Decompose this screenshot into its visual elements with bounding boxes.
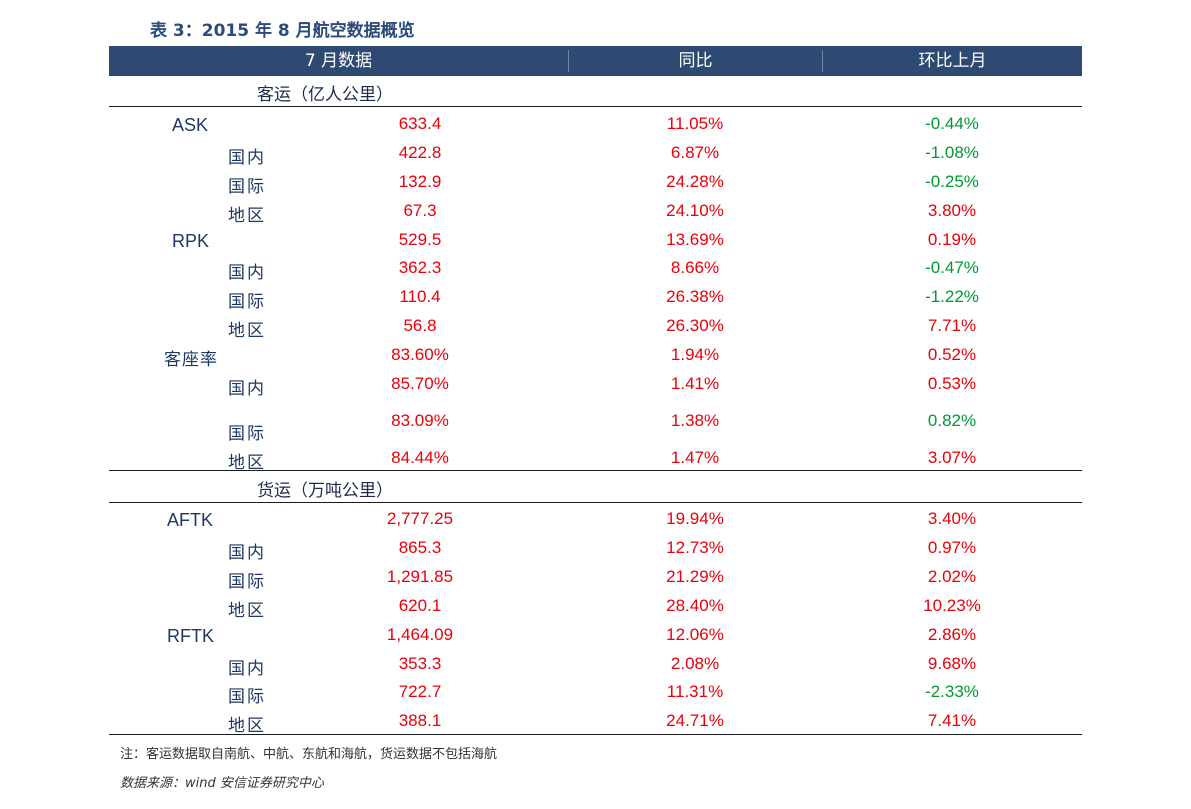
header-mom: 环比上月 <box>918 51 987 71</box>
row-value: 388.1 <box>398 711 442 730</box>
row-label: 国际 <box>228 687 266 707</box>
row-label: RPK <box>172 231 210 251</box>
row-label: 地区 <box>228 453 266 473</box>
row-mom: -0.25% <box>925 172 979 191</box>
row-mom: 7.71% <box>927 316 977 335</box>
row-value: 110.4 <box>399 287 441 306</box>
row-label: 地区 <box>228 321 266 341</box>
row-value: 85.70% <box>391 374 449 393</box>
row-label: 国际 <box>228 177 266 197</box>
row-value: 132.9 <box>398 172 442 191</box>
row-label: AFTK <box>167 510 214 530</box>
row-mom: 7.41% <box>927 711 977 730</box>
row-label: 国内 <box>228 263 266 283</box>
row-value: 353.3 <box>398 654 442 673</box>
row-label: RFTK <box>167 626 214 646</box>
row-mom: 3.07% <box>927 448 977 467</box>
table-title: 表 3：2015 年 8 月航空数据概览 <box>150 21 415 41</box>
header-divider <box>822 50 823 72</box>
row-yoy: 11.31% <box>666 682 724 701</box>
row-label: 国际 <box>228 424 266 444</box>
row-mom: 0.53% <box>927 374 977 393</box>
row-value: 1,464.09 <box>386 625 454 644</box>
row-value: 83.60% <box>391 345 449 364</box>
row-label: 地区 <box>228 206 266 226</box>
divider <box>109 502 1082 503</box>
row-value: 633.4 <box>398 114 442 133</box>
divider <box>109 106 1082 107</box>
row-mom: 3.80% <box>927 201 977 220</box>
row-value: 422.8 <box>398 143 442 162</box>
row-yoy: 24.71% <box>666 711 724 730</box>
row-label: 国内 <box>228 379 266 399</box>
row-mom: 0.52% <box>927 345 977 364</box>
row-label: 客座率 <box>164 350 218 370</box>
table-header: 7 月数据 同比 环比上月 <box>109 46 1082 76</box>
row-value: 2,777.25 <box>386 509 454 528</box>
header-yoy: 同比 <box>678 51 713 71</box>
row-label: ASK <box>172 115 209 135</box>
row-value: 529.5 <box>398 230 442 249</box>
row-mom: -1.08% <box>925 143 979 162</box>
row-label: 国内 <box>228 543 266 563</box>
row-value: 56.8 <box>403 316 437 335</box>
row-mom: 10.23% <box>923 596 981 615</box>
row-mom: 3.40% <box>927 509 977 528</box>
row-yoy: 1.94% <box>670 345 720 364</box>
passenger-section-title: 客运（亿人公里） <box>257 85 393 105</box>
row-yoy: 8.66% <box>670 258 720 277</box>
row-value: 1,291.85 <box>386 567 454 586</box>
row-yoy: 13.69% <box>666 230 724 249</box>
row-yoy: 6.87% <box>670 143 720 162</box>
freight-section-title: 货运（万吨公里） <box>257 481 393 501</box>
row-mom: 0.82% <box>927 411 977 430</box>
row-mom: -1.22% <box>925 287 979 306</box>
header-divider <box>568 50 569 72</box>
row-value: 620.1 <box>398 596 442 615</box>
row-mom: -0.44% <box>925 114 979 133</box>
row-value: 84.44% <box>391 448 449 467</box>
row-label: 地区 <box>228 716 266 736</box>
row-mom: 9.68% <box>927 654 977 673</box>
data-source: 数据来源：wind 安信证券研究中心 <box>120 776 324 791</box>
row-yoy: 24.10% <box>666 201 724 220</box>
row-mom: 0.97% <box>927 538 977 557</box>
row-yoy: 26.30% <box>666 316 724 335</box>
table-note: 注：客运数据取自南航、中航、东航和海航，货运数据不包括海航 <box>120 747 498 762</box>
row-value: 865.3 <box>398 538 442 557</box>
row-label: 国内 <box>228 148 266 168</box>
header-july-data: 7 月数据 <box>304 51 373 71</box>
row-yoy: 1.47% <box>670 448 720 467</box>
row-value: 722.7 <box>398 682 442 701</box>
row-mom: -0.47% <box>925 258 979 277</box>
row-yoy: 24.28% <box>666 172 724 191</box>
divider <box>109 470 1082 471</box>
row-label: 地区 <box>228 601 266 621</box>
row-label: 国内 <box>228 659 266 679</box>
row-mom: 2.02% <box>927 567 977 586</box>
row-yoy: 12.06% <box>666 625 724 644</box>
row-value: 83.09% <box>391 411 449 430</box>
row-value: 67.3 <box>403 201 437 220</box>
row-yoy: 1.38% <box>670 411 720 430</box>
row-yoy: 2.08% <box>670 654 720 673</box>
row-yoy: 19.94% <box>666 509 724 528</box>
row-yoy: 26.38% <box>666 287 724 306</box>
row-yoy: 11.05% <box>666 114 724 133</box>
row-yoy: 21.29% <box>666 567 724 586</box>
row-mom: 2.86% <box>927 625 977 644</box>
row-mom: -2.33% <box>925 682 979 701</box>
row-value: 362.3 <box>398 258 442 277</box>
divider <box>109 734 1082 735</box>
row-label: 国际 <box>228 292 266 312</box>
row-label: 国际 <box>228 572 266 592</box>
row-mom: 0.19% <box>927 230 977 249</box>
row-yoy: 1.41% <box>670 374 720 393</box>
row-yoy: 12.73% <box>666 538 724 557</box>
row-yoy: 28.40% <box>666 596 724 615</box>
